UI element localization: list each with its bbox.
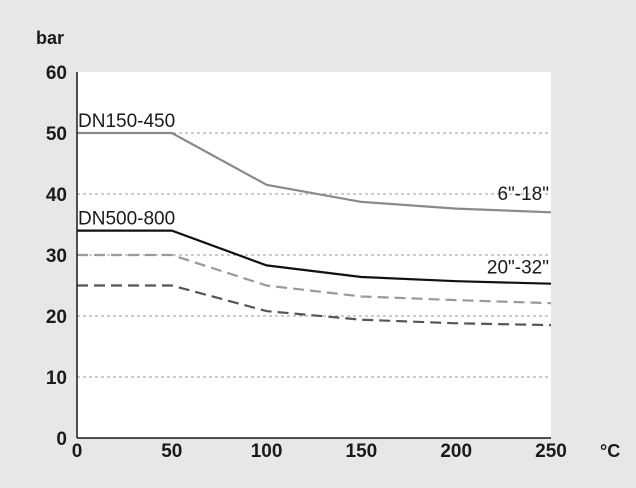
series-annotation: DN500-800 xyxy=(78,209,175,230)
y-tick-label: 30 xyxy=(46,246,67,267)
series-annotation: DN150-450 xyxy=(78,111,175,132)
y-tick-label: 40 xyxy=(46,185,67,206)
series-annotation: 6"-18" xyxy=(497,184,549,205)
x-tick-label: 250 xyxy=(535,441,567,462)
y-tick-label: 50 xyxy=(46,124,67,145)
x-tick-label: 50 xyxy=(161,441,182,462)
annotations: DN150-450 6"-18" DN500-800 20"-32" xyxy=(78,111,549,278)
y-tick-label: 60 xyxy=(46,63,67,84)
x-tick-label: 150 xyxy=(346,441,378,462)
y-tick-label: 20 xyxy=(46,307,67,328)
x-tick-label: 0 xyxy=(72,441,83,462)
tick-labels: 0 10 20 30 40 50 60 0 50 100 150 200 250 xyxy=(46,63,567,462)
series-line-3 xyxy=(77,253,552,305)
y-tick-label: 0 xyxy=(56,429,67,450)
series-line-2 xyxy=(77,229,552,285)
series-line-4 xyxy=(77,284,552,327)
series-line-1 xyxy=(77,131,552,214)
y-unit-label: bar xyxy=(36,28,64,48)
x-tick-label: 200 xyxy=(440,441,472,462)
x-unit-label: °C xyxy=(600,441,620,461)
series-lines xyxy=(77,131,552,327)
x-tick-label: 100 xyxy=(251,441,283,462)
series-annotation: 20"-32" xyxy=(487,257,549,278)
y-tick-label: 10 xyxy=(46,368,67,389)
